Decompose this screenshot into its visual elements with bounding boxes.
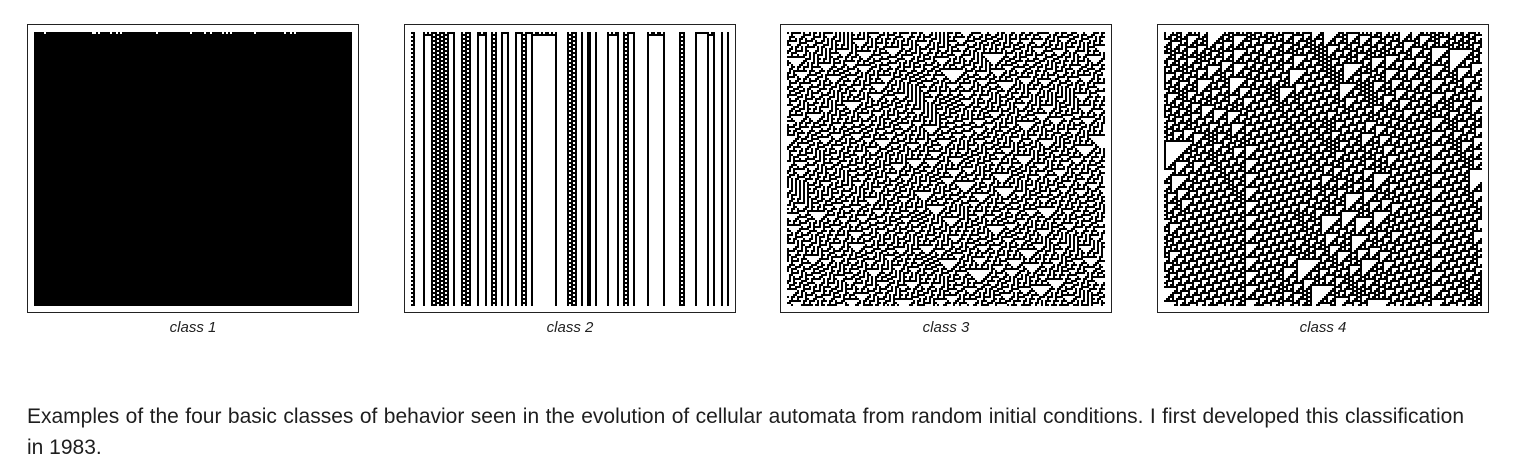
panel-label-class-1: class 1	[169, 319, 217, 336]
panel-label-class-3: class 3	[922, 319, 970, 336]
figure-caption: Examples of the four basic classes of be…	[27, 405, 1464, 459]
panel-class-4: class 4	[1157, 24, 1489, 336]
panel-class-2: class 2	[404, 24, 736, 336]
cellular-automata-panels: class 1 class 2 class 3 class 4	[27, 24, 1489, 336]
ca-frame-class-4	[1157, 24, 1489, 313]
ca-pattern-class-1	[34, 32, 352, 306]
ca-pattern-class-3	[787, 32, 1105, 306]
ca-pattern-class-4	[1164, 32, 1482, 306]
ca-pattern-class-2	[411, 32, 729, 306]
ca-frame-class-3	[780, 24, 1112, 313]
panel-class-1: class 1	[27, 24, 359, 336]
panel-label-class-2: class 2	[546, 319, 594, 336]
ca-frame-class-2	[404, 24, 736, 313]
panel-class-3: class 3	[780, 24, 1112, 336]
panel-label-class-4: class 4	[1299, 319, 1347, 336]
ca-frame-class-1	[27, 24, 359, 313]
